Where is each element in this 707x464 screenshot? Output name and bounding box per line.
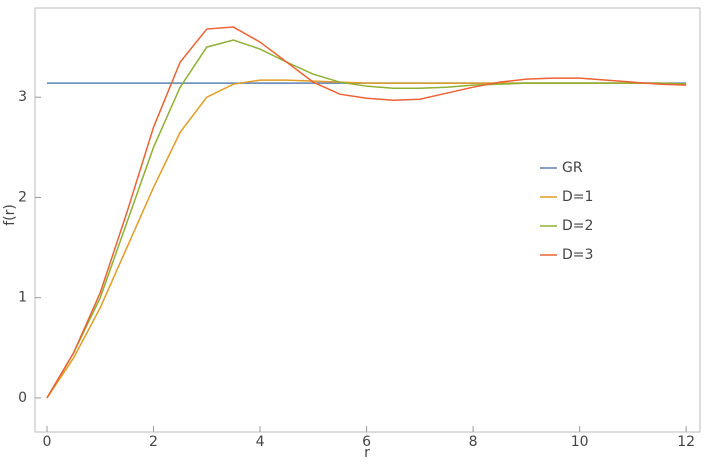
- x-tick-label: 6: [362, 434, 371, 450]
- x-tick-label: 2: [149, 434, 158, 450]
- x-tick-label: 10: [571, 434, 589, 450]
- x-tick-label: 8: [469, 434, 478, 450]
- legend-label: D=3: [562, 247, 593, 263]
- y-tick-label: 3: [18, 89, 27, 105]
- line-series: [46, 39, 687, 399]
- x-axis-label: r: [364, 445, 370, 461]
- x-tick-label: 0: [43, 434, 52, 450]
- legend-label: D=1: [562, 189, 593, 205]
- x-tick-label: 4: [256, 434, 265, 450]
- legend-label: GR: [562, 160, 583, 176]
- line-series: [46, 26, 687, 399]
- y-tick-label: 0: [18, 390, 27, 406]
- legend-label: D=2: [562, 218, 593, 234]
- y-axis-label: f(r): [2, 204, 18, 226]
- plot-frame: [34, 7, 701, 433]
- x-tick-label: 12: [677, 434, 695, 450]
- line-series: [46, 79, 687, 399]
- y-tick-label: 2: [18, 189, 27, 205]
- y-tick-label: 1: [18, 290, 27, 306]
